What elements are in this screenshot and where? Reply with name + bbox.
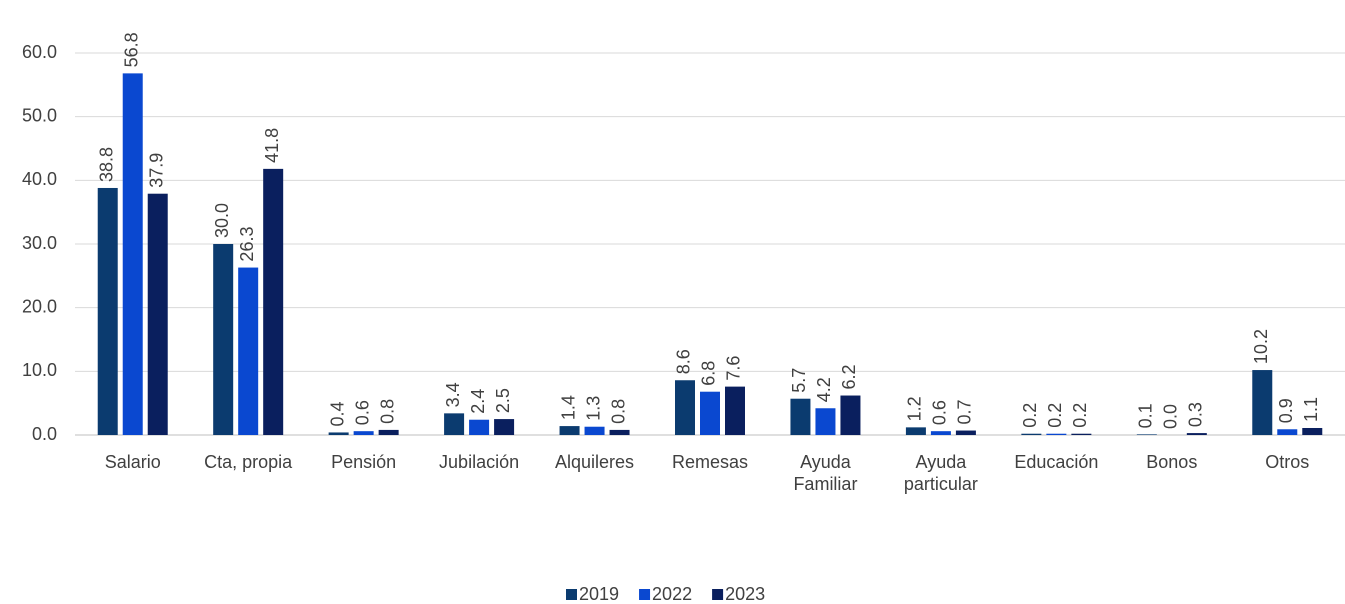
value-label: 6.8 xyxy=(699,361,719,386)
value-label: 0.6 xyxy=(930,400,950,425)
bar xyxy=(725,386,745,435)
value-label: 56.8 xyxy=(121,32,141,67)
bar xyxy=(955,430,976,435)
x-tick-label: Cta, propia xyxy=(204,452,293,472)
value-label: 1.3 xyxy=(583,396,603,421)
y-tick-label: 20.0 xyxy=(22,296,57,316)
x-tick-label: Pensión xyxy=(331,452,397,472)
value-label: 38.8 xyxy=(96,147,116,182)
value-label: 0.2 xyxy=(1070,403,1090,428)
value-label: 30.0 xyxy=(212,203,232,238)
legend-swatch xyxy=(566,589,577,600)
legend-label: 2022 xyxy=(652,584,692,604)
bar xyxy=(1277,429,1298,435)
legend-swatch xyxy=(712,589,724,600)
value-label: 0.6 xyxy=(352,400,372,425)
bar xyxy=(905,427,926,435)
value-label: 7.6 xyxy=(724,356,744,381)
bar xyxy=(1046,433,1067,435)
x-tick-label: Jubilación xyxy=(439,452,520,472)
bar xyxy=(790,398,811,435)
value-label: 26.3 xyxy=(237,227,257,262)
value-label: 1.4 xyxy=(558,395,578,420)
bar xyxy=(238,267,259,435)
value-label: 1.2 xyxy=(905,396,925,421)
value-label: 2.4 xyxy=(468,389,488,414)
value-label: 6.2 xyxy=(839,364,859,389)
value-label: 0.9 xyxy=(1276,398,1296,423)
value-label: 5.7 xyxy=(789,368,809,393)
y-tick-label: 50.0 xyxy=(22,105,57,125)
value-label: 4.2 xyxy=(814,377,834,402)
bar xyxy=(1021,433,1042,435)
y-tick-label: 30.0 xyxy=(22,233,57,253)
legend-label: 2019 xyxy=(579,584,619,604)
bar xyxy=(930,431,951,435)
bar xyxy=(97,187,118,435)
bar xyxy=(675,380,695,435)
bar xyxy=(559,426,580,435)
bar xyxy=(147,193,168,435)
bar xyxy=(584,426,605,435)
bar xyxy=(213,244,234,435)
bar xyxy=(494,419,515,435)
x-tick-label: Alquileres xyxy=(555,452,635,472)
bar xyxy=(328,432,349,435)
y-tick-label: 0.0 xyxy=(32,424,57,444)
value-label: 3.4 xyxy=(443,382,463,407)
x-tick-label: Ayuda particular xyxy=(903,452,978,494)
bar xyxy=(122,73,143,435)
value-label: 10.2 xyxy=(1251,329,1271,364)
value-label: 0.0 xyxy=(1161,404,1181,429)
y-tick-label: 40.0 xyxy=(22,169,57,189)
bar xyxy=(840,395,861,435)
bar xyxy=(444,413,465,435)
bar xyxy=(700,391,720,435)
bar xyxy=(1186,433,1207,435)
x-tick-label: Educación xyxy=(1014,452,1099,472)
bar xyxy=(263,168,284,435)
legend-label: 2023 xyxy=(725,584,765,604)
value-label: 41.8 xyxy=(262,128,282,163)
value-label: 0.7 xyxy=(955,400,975,425)
value-label: 0.3 xyxy=(1186,402,1206,427)
bar xyxy=(1136,434,1157,435)
y-tick-label: 10.0 xyxy=(22,360,57,380)
bar xyxy=(353,431,374,435)
value-label: 0.8 xyxy=(608,399,628,424)
value-label: 0.1 xyxy=(1136,403,1156,428)
x-tick-label: Salario xyxy=(104,452,161,472)
value-label: 0.8 xyxy=(377,399,397,424)
value-label: 0.2 xyxy=(1020,403,1040,428)
bar xyxy=(469,419,490,435)
value-label: 0.2 xyxy=(1045,403,1065,428)
x-tick-label: Otros xyxy=(1265,452,1310,472)
y-tick-label: 60.0 xyxy=(22,42,57,62)
bar xyxy=(815,408,836,435)
value-label: 1.1 xyxy=(1301,397,1321,422)
bar xyxy=(1071,433,1092,435)
value-label: 37.9 xyxy=(146,153,166,188)
value-label: 8.6 xyxy=(674,349,694,374)
x-tick-label: Remesas xyxy=(671,452,749,472)
legend-swatch xyxy=(639,589,651,600)
bar xyxy=(378,429,399,435)
x-tick-label: Bonos xyxy=(1146,452,1198,472)
bar xyxy=(1252,370,1273,435)
value-label: 2.5 xyxy=(493,388,513,413)
bar xyxy=(609,429,630,435)
bar xyxy=(1302,427,1323,435)
x-tick-label: Ayuda Familiar xyxy=(793,452,858,494)
value-label: 0.4 xyxy=(327,401,347,426)
